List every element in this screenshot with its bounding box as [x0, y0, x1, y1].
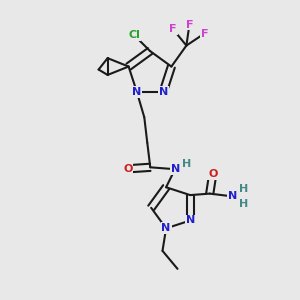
Text: F: F: [201, 28, 208, 38]
Text: Cl: Cl: [128, 30, 140, 40]
Text: O: O: [208, 169, 218, 179]
Text: F: F: [186, 20, 193, 29]
Text: H: H: [182, 159, 191, 169]
Text: N: N: [132, 87, 141, 97]
Text: O: O: [123, 164, 133, 174]
Text: N: N: [159, 87, 168, 97]
Text: H: H: [239, 184, 248, 194]
Text: N: N: [170, 164, 180, 174]
Text: H: H: [239, 199, 248, 208]
Text: N: N: [161, 223, 171, 233]
Text: N: N: [186, 215, 195, 226]
Text: F: F: [169, 24, 177, 34]
Text: N: N: [228, 191, 237, 201]
